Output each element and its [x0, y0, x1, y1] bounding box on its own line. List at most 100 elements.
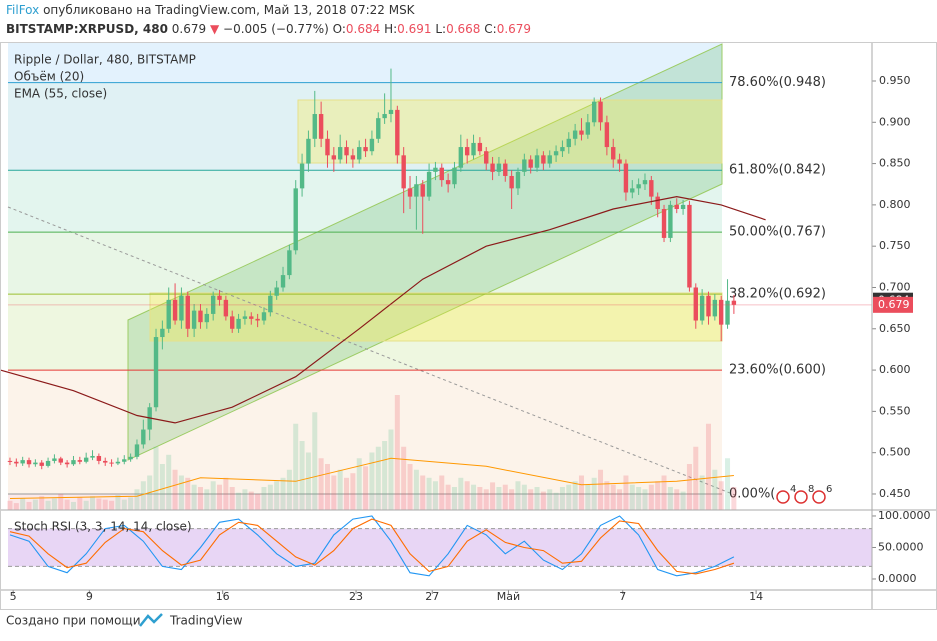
volume-bar: [305, 452, 311, 510]
volume-bar: [712, 469, 718, 510]
volume-bar: [540, 491, 546, 510]
volume-bar: [140, 481, 146, 510]
volume-bar: [274, 481, 280, 510]
x-tick-label: 16: [216, 590, 230, 603]
candle-body: [623, 163, 629, 193]
volume-bar: [496, 487, 502, 510]
candle-body: [674, 204, 679, 210]
candle-body: [204, 313, 210, 323]
candle-body: [718, 299, 724, 325]
candle-body: [649, 180, 654, 197]
candle-body: [706, 295, 711, 317]
volume-bar: [204, 489, 210, 510]
candle-body: [541, 155, 546, 164]
volume-bar: [680, 491, 686, 510]
volume-bar: [58, 493, 64, 510]
candle-body: [331, 155, 337, 160]
last: 0.679: [172, 22, 206, 36]
volume-bar: [32, 499, 38, 510]
candle-body: [630, 188, 635, 193]
volume-bar: [426, 477, 432, 510]
candle-body: [585, 122, 591, 135]
volume-bar: [413, 469, 419, 510]
candle-body: [572, 130, 578, 139]
candle-body: [293, 188, 298, 251]
volume-bar: [667, 487, 673, 510]
candle-body: [90, 455, 95, 458]
y-tick-label: 0.900: [879, 115, 911, 128]
channel: [127, 43, 723, 461]
event-flag: [812, 490, 826, 504]
volume-bar: [617, 489, 623, 510]
fib-label: 0.00%(: [729, 486, 775, 501]
ohlc-key: L:: [435, 22, 446, 36]
fib-band: [8, 42, 722, 83]
candle-body: [699, 295, 705, 321]
symbol: BITSTAMP:XRPUSD, 480: [6, 22, 168, 36]
volume-bar: [331, 475, 337, 510]
ohlc-key: O:: [333, 22, 346, 36]
volume-bar: [636, 487, 642, 510]
candle-body: [7, 460, 13, 462]
footer-text: Создано при помощи: [6, 614, 141, 628]
volume-bar: [705, 423, 711, 510]
ohlc-value: 0.691: [397, 22, 431, 36]
volume-bar: [388, 429, 394, 510]
candle-body: [318, 114, 324, 139]
candle-body: [166, 299, 171, 329]
candle-body: [522, 159, 527, 172]
volume-bar: [471, 484, 477, 510]
candle-body: [325, 138, 330, 156]
volume-bar: [578, 475, 584, 510]
candle-body: [96, 455, 102, 461]
candle-body: [153, 337, 159, 408]
candle-body: [642, 180, 648, 185]
y-tick-label: 0.950: [879, 74, 911, 87]
x-tick-label: 7: [619, 590, 626, 603]
candle-body: [414, 184, 419, 197]
volume-bar: [210, 481, 216, 510]
x-tick-label: 14: [749, 590, 763, 603]
footer-brand[interactable]: TradingView: [169, 614, 243, 628]
candle-body: [217, 295, 222, 300]
candle-body: [534, 155, 540, 168]
candle-body: [350, 155, 356, 160]
volume-bar: [255, 493, 261, 510]
candle-body: [407, 188, 413, 197]
candle-body: [395, 109, 400, 156]
volume-bar: [528, 489, 534, 510]
event-flag: [776, 490, 790, 504]
volume-bar: [185, 477, 191, 510]
volume-bar: [102, 499, 108, 510]
candle-body: [191, 310, 197, 329]
volume-bar: [267, 484, 273, 510]
fib-label: 50.00%(0.767): [729, 225, 826, 240]
y-tick-label: 0.450: [879, 487, 911, 500]
candle-body: [306, 138, 311, 164]
volume-bar: [261, 487, 267, 510]
candle-body: [172, 299, 178, 321]
candle-body: [20, 460, 25, 464]
event-count: 8: [808, 484, 814, 495]
volume-bar: [725, 458, 731, 510]
volume-bar: [217, 484, 223, 510]
candle-body: [287, 250, 292, 276]
candle-body: [477, 142, 483, 152]
candle-body: [725, 300, 730, 325]
volume-bar: [134, 489, 140, 510]
volume-bar: [115, 495, 121, 510]
candle-body: [357, 147, 362, 160]
volume-bar: [521, 484, 527, 510]
y-tick-label: 0.550: [879, 404, 911, 417]
stoch-band: [8, 528, 872, 567]
volume-bar: [477, 487, 483, 510]
candle-body: [382, 114, 387, 119]
stoch-line: [9, 518, 735, 575]
volume-bar: [166, 454, 172, 510]
volume-bar: [566, 484, 572, 510]
arrow: ▼: [210, 22, 220, 36]
candle-body: [26, 460, 32, 465]
volume-bar: [547, 489, 553, 510]
candle-body: [274, 287, 279, 296]
